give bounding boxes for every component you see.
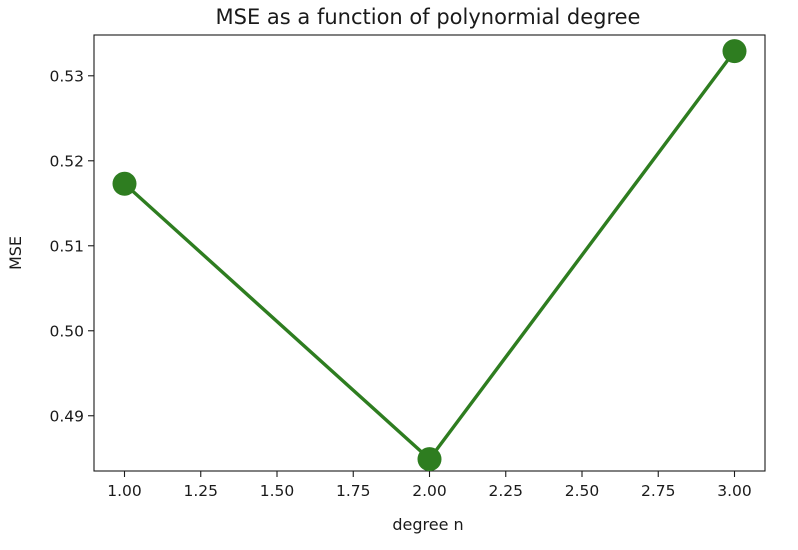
plot-frame: [93, 34, 766, 472]
data-point: [722, 39, 747, 64]
x-tick-label: 1.25: [183, 482, 218, 500]
x-tick-label: 1.75: [336, 482, 371, 500]
plot-area: [93, 34, 766, 472]
x-tick-label: 1.00: [107, 482, 142, 500]
data-point: [112, 171, 137, 196]
x-axis: 1.00 1.25 1.50 1.75 2.00 2.25 2.50 2.75 3.00: [107, 471, 752, 500]
y-tick-label: 0.51: [49, 237, 84, 255]
x-tick-label: 2.25: [488, 482, 523, 500]
y-tick-label: 0.50: [49, 322, 84, 340]
x-tick-label: 2.00: [412, 482, 447, 500]
x-tick-label: 1.50: [260, 482, 295, 500]
y-axis-label: MSE: [6, 236, 25, 270]
x-tick-label: 3.00: [717, 482, 752, 500]
y-tick-label: 0.53: [49, 67, 84, 85]
y-tick-label: 0.49: [49, 407, 84, 425]
series-layer: [112, 39, 747, 472]
x-tick-label: 2.75: [641, 482, 676, 500]
y-tick-label: 0.52: [49, 152, 84, 170]
x-tick-label: 2.50: [565, 482, 600, 500]
series-line: [123, 50, 736, 461]
chart-title: MSE as a function of polynormial degree: [216, 5, 641, 29]
data-point: [417, 447, 442, 472]
x-axis-label: degree n: [392, 515, 463, 534]
y-axis: 0.49 0.50 0.51 0.52 0.53: [49, 67, 94, 425]
